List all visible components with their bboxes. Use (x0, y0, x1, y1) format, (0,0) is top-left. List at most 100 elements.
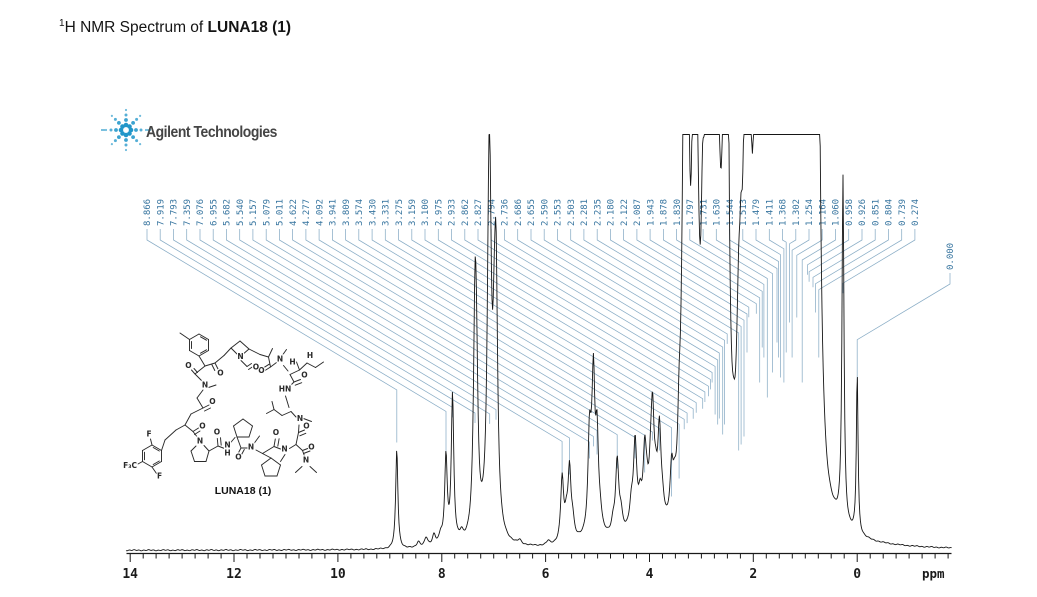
structure-bond (192, 427, 199, 432)
peak-leader-line (755, 229, 781, 378)
atom-label: O (301, 371, 307, 380)
peak-leader-line (557, 229, 725, 425)
structure-bond (198, 333, 209, 340)
peak-leader-line (791, 229, 810, 358)
axis-tick-label: 8 (438, 567, 446, 582)
structure-bond (268, 356, 271, 368)
structure-bond (239, 340, 250, 350)
structure-bond (289, 444, 297, 449)
structure-bond (296, 361, 300, 371)
peak-label: 2.736 (501, 199, 511, 226)
peak-leader-line (305, 229, 636, 459)
peak-leader-line (808, 229, 863, 282)
structure-bond (263, 363, 270, 369)
peak-label: 2.503 (567, 199, 577, 226)
structure-bond (273, 409, 283, 416)
structure-bond (236, 436, 242, 449)
peak-label: 0.926 (858, 199, 868, 226)
structure-bond (242, 418, 253, 427)
structure-bond (189, 333, 200, 340)
peak-leader-line (815, 229, 889, 313)
structure-bond (216, 438, 219, 447)
structure-bond (175, 424, 186, 431)
peak-label: 7.919 (156, 199, 166, 226)
structure-bond (281, 411, 292, 416)
atom-label: F (157, 472, 162, 481)
peak-labels: 8.866 7.919 7.793 7.359 7.076 6.955 5.682 5.540… (143, 199, 956, 270)
structure-bond (193, 368, 198, 373)
structure-bond (302, 450, 306, 458)
peak-leader-line (318, 229, 646, 473)
agilent-logo: Agilent Technologies (101, 108, 278, 152)
structure-bond (262, 453, 272, 459)
peak-leader-line (702, 229, 768, 398)
peak-label: 7.793 (170, 199, 180, 226)
peak-label: 8.866 (143, 199, 153, 226)
peak-leader-line (570, 229, 728, 344)
structure-bond (204, 362, 216, 367)
structure-bond (184, 424, 194, 432)
structure-bond (198, 350, 209, 357)
structure-bond (295, 444, 303, 451)
structure-bond (283, 365, 289, 372)
peak-label: 3.574 (355, 199, 365, 226)
axis-unit-label: ppm (922, 566, 945, 581)
atom-label: O (185, 361, 191, 370)
axis-tick-label: 12 (226, 567, 242, 582)
peak-leader-line (451, 229, 706, 402)
peak-leader-line (742, 229, 779, 358)
atom-label: O (303, 422, 309, 431)
peak-leader-line (768, 229, 785, 383)
peak-leader-line (623, 229, 748, 353)
peak-leader-line (345, 229, 660, 451)
structure-bond (152, 460, 160, 465)
peak-leader-line (411, 229, 694, 419)
peak-label: 1.731 (699, 199, 709, 226)
atom-label: O (214, 428, 220, 437)
structure-bond (289, 374, 295, 383)
structure-bond (264, 366, 271, 371)
structure-bond (190, 445, 197, 452)
peak-leader-line (252, 229, 590, 459)
structure-bond (273, 438, 276, 447)
peak-label: 4.092 (315, 199, 325, 226)
peak-leader-line (689, 229, 765, 358)
structure-bond (295, 466, 303, 473)
peak-leader-line (676, 229, 763, 348)
atom-label: N (224, 441, 230, 450)
structure-bond (277, 438, 280, 447)
peak-leader-line (796, 229, 823, 318)
peak-label: 2.553 (554, 199, 564, 226)
peak-label: 5.157 (249, 199, 259, 226)
structure-bond (230, 347, 239, 356)
axis-tick-label: 4 (646, 567, 654, 582)
peak-label: 2.087 (633, 199, 643, 226)
peak-label: 7.076 (196, 199, 206, 226)
peak-leader-line (663, 229, 761, 383)
atom-label: N (297, 414, 303, 423)
structure-bond (237, 447, 242, 455)
peak-label: 2.281 (580, 199, 590, 226)
peak-leader-line (818, 229, 903, 358)
structure-bond (150, 438, 153, 446)
structure-bond (303, 450, 311, 454)
peak-label: 2.180 (607, 199, 617, 226)
structure-bond (205, 450, 210, 462)
peak-label: 1.878 (660, 199, 670, 226)
peak-label: 6.955 (209, 199, 219, 226)
peak-leader-line (636, 229, 750, 318)
atom-label: F₃C (123, 461, 137, 470)
peak-label: 0.851 (871, 199, 881, 226)
peak-label: 2.862 (461, 199, 471, 226)
structure-bond (240, 449, 245, 457)
structure-bond (152, 447, 160, 452)
structure-bond (273, 446, 281, 450)
title-compound: LUNA18 (1) (207, 19, 292, 37)
structure-bond (248, 348, 261, 355)
peak-label: 3.941 (329, 199, 339, 226)
structure-bond (302, 447, 310, 451)
axis-tick-label: 14 (122, 567, 138, 582)
structure-bond (261, 464, 266, 477)
x-axis: 14 12 10 8 6 4 2 0 ppm (122, 552, 952, 582)
peak-leader-lines (146, 229, 951, 497)
